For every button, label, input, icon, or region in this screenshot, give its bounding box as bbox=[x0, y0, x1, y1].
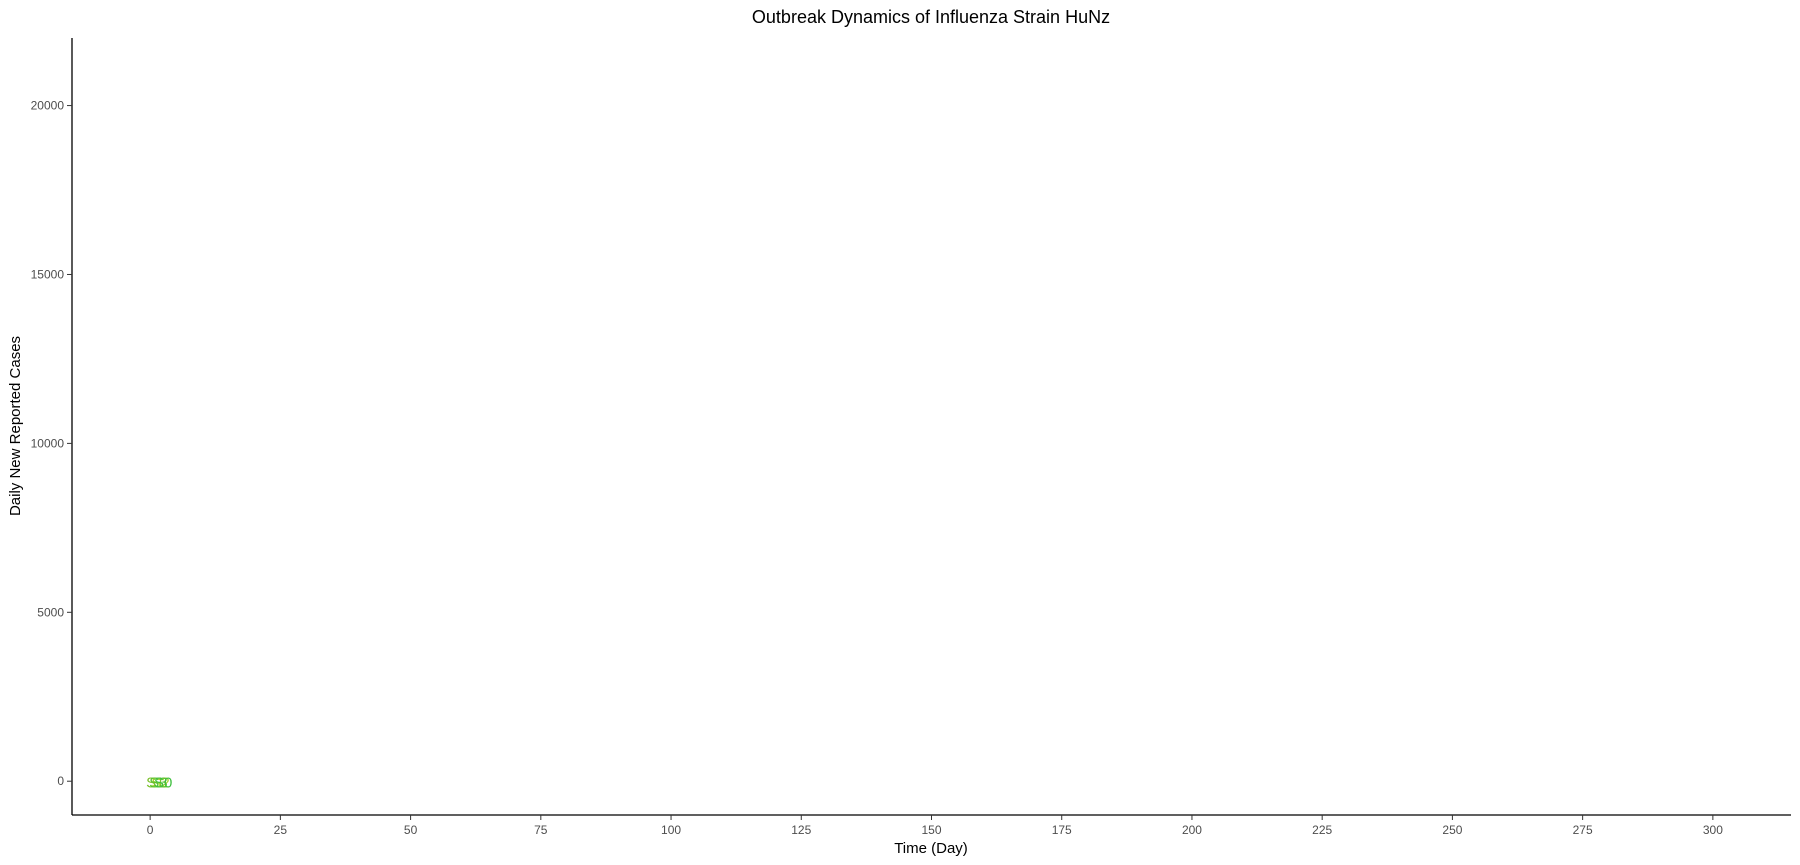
x-ticks: 0 25 50 75 100 125 150 175 200 225 250 275 300 bbox=[147, 815, 1723, 837]
x-tick-label: 275 bbox=[1573, 823, 1593, 837]
x-tick-label: 175 bbox=[1052, 823, 1072, 837]
x-tick-label: 225 bbox=[1312, 823, 1332, 837]
chart-title: Outbreak Dynamics of Influenza Strain Hu… bbox=[752, 7, 1110, 27]
data-point-label: S1 bbox=[146, 775, 164, 792]
y-tick-label: 10000 bbox=[31, 436, 65, 450]
x-tick-label: 250 bbox=[1442, 823, 1462, 837]
data-point-label: S2 bbox=[151, 775, 169, 792]
y-tick-label: 5000 bbox=[37, 605, 64, 619]
y-tick-label: 15000 bbox=[31, 267, 65, 281]
x-tick-label: 300 bbox=[1703, 823, 1723, 837]
x-tick-label: 50 bbox=[404, 823, 418, 837]
x-tick-label: 0 bbox=[147, 823, 154, 837]
y-tick-label: 20000 bbox=[31, 99, 65, 113]
x-tick-label: 100 bbox=[661, 823, 681, 837]
plot-area: 0 5000 10000 15000 20000 0 25 50 75 100 125 150 175… bbox=[31, 38, 1791, 837]
y-axis-title: Daily New Reported Cases bbox=[7, 336, 24, 516]
x-tick-label: 200 bbox=[1182, 823, 1202, 837]
x-tick-label: 125 bbox=[791, 823, 811, 837]
data-point-label: S0 bbox=[154, 775, 172, 792]
y-ticks: 0 5000 10000 15000 20000 bbox=[31, 99, 72, 788]
x-axis-title: Time (Day) bbox=[894, 840, 968, 857]
y-tick-label: 0 bbox=[57, 774, 64, 788]
data-point-label: S3 bbox=[149, 775, 167, 792]
x-tick-label: 75 bbox=[534, 823, 548, 837]
x-tick-label: 25 bbox=[274, 823, 288, 837]
x-tick-label: 150 bbox=[921, 823, 941, 837]
